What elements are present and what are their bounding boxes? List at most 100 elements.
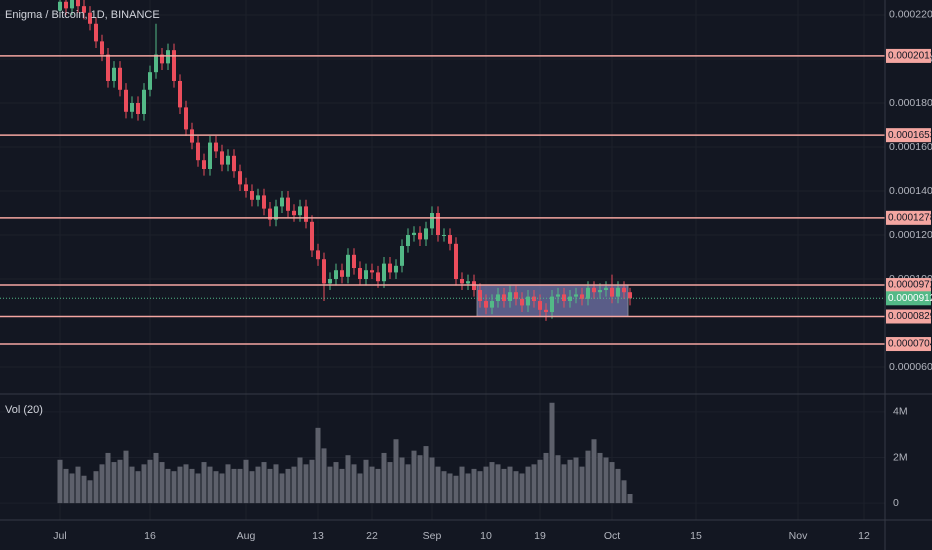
candle-body <box>70 0 74 9</box>
level-label: 0.00009727 <box>888 280 932 291</box>
volume-bar <box>423 446 429 504</box>
candle-body <box>136 102 140 114</box>
candle-body <box>520 298 524 306</box>
candle-body <box>412 232 416 236</box>
candle-body <box>610 287 614 297</box>
candle-body <box>76 0 80 7</box>
candle-body <box>208 142 212 169</box>
volume-label: Vol (20) <box>5 404 43 416</box>
level-label: 0.00008296 <box>888 311 932 322</box>
candle-body <box>310 221 314 251</box>
x-tick-label: 13 <box>312 530 324 542</box>
candle-body <box>454 243 458 280</box>
y-tick-label: 0.00012000 <box>889 229 932 241</box>
volume-bar <box>87 480 93 504</box>
candle-body <box>532 296 536 302</box>
volume-bar <box>513 471 519 504</box>
volume-bar <box>165 468 171 504</box>
volume-bar <box>519 473 525 504</box>
volume-bar <box>219 473 225 504</box>
level-label-box <box>886 278 931 293</box>
volume-bar <box>183 464 189 504</box>
volume-bar <box>303 464 309 504</box>
volume-bar <box>453 475 459 504</box>
candle-body <box>100 41 104 55</box>
candle-body <box>268 208 272 220</box>
volume-bar <box>231 468 237 504</box>
candle-body <box>226 155 230 165</box>
candle-body <box>370 270 374 273</box>
volume-bar <box>123 450 129 504</box>
volume-bar <box>573 457 579 504</box>
volume-bar <box>429 457 435 504</box>
volume-bar <box>207 466 213 504</box>
y-tick-label: 0.00018000 <box>889 97 932 109</box>
volume-bar <box>153 452 159 504</box>
candle-body <box>550 296 554 313</box>
candle-body <box>574 294 578 297</box>
volume-bar <box>549 402 555 504</box>
volume-bar <box>483 466 489 504</box>
volume-bar <box>105 452 111 504</box>
candle-body <box>526 296 530 306</box>
candle-body <box>280 197 284 207</box>
volume-bar <box>327 466 333 504</box>
x-tick-label: 15 <box>690 530 702 542</box>
volume-bar <box>261 462 267 504</box>
candle-body <box>334 270 338 280</box>
candle-body <box>220 151 224 165</box>
candle-body <box>292 210 296 216</box>
candle-body <box>130 102 134 112</box>
volume-bar <box>393 439 399 504</box>
volume-bar <box>363 459 369 504</box>
volume-bar <box>375 468 381 504</box>
volume-bar <box>399 457 405 504</box>
volume-bar <box>255 466 261 504</box>
candle-body <box>166 50 170 64</box>
x-tick-label: 16 <box>144 530 156 542</box>
volume-bar <box>471 468 477 504</box>
candle-body <box>622 287 626 293</box>
candle-body <box>148 72 152 90</box>
volume-bar <box>435 466 441 504</box>
candle-body <box>490 301 494 308</box>
axes: Jul 16 Aug 13 22 Sep 10 19 Oct 15 Nov 12 0.00022000 0… <box>53 9 932 542</box>
candle-body <box>352 254 356 269</box>
x-tick-label: Sep <box>423 530 442 542</box>
candle-body <box>436 213 440 236</box>
x-tick-label: Jul <box>53 530 66 542</box>
candle-body <box>328 279 332 284</box>
volume-bar <box>507 466 513 504</box>
volume-bar <box>357 473 363 504</box>
candle-body <box>478 290 482 302</box>
volume-bar <box>315 427 321 504</box>
volume-bar <box>297 457 303 504</box>
candle-body <box>274 206 278 220</box>
volume-pane <box>57 402 633 504</box>
y-tick-label: 0.00016000 <box>889 141 932 153</box>
candle-body <box>388 263 392 273</box>
candle-body <box>616 287 620 297</box>
volume-bar <box>615 468 621 504</box>
candle-body <box>160 54 164 64</box>
volume-bar <box>189 468 195 504</box>
volume-bar <box>243 459 249 504</box>
candle-body <box>256 195 260 200</box>
volume-bar <box>135 471 141 504</box>
candle-body <box>244 184 248 191</box>
candle-body <box>364 270 368 280</box>
x-tick-label: Aug <box>237 530 256 542</box>
candle-body <box>154 54 158 73</box>
volume-bar <box>597 452 603 504</box>
candle-body <box>568 296 572 302</box>
volume-tick-label: 0 <box>893 497 899 509</box>
volume-bar <box>159 462 165 504</box>
volume-bar <box>57 459 63 504</box>
candle-body <box>346 254 350 277</box>
volume-bar <box>117 459 123 504</box>
volume-bar <box>237 468 243 504</box>
volume-bar <box>351 464 357 504</box>
candle-body <box>508 292 512 302</box>
last-price-label: 0.00009124 <box>888 293 932 304</box>
